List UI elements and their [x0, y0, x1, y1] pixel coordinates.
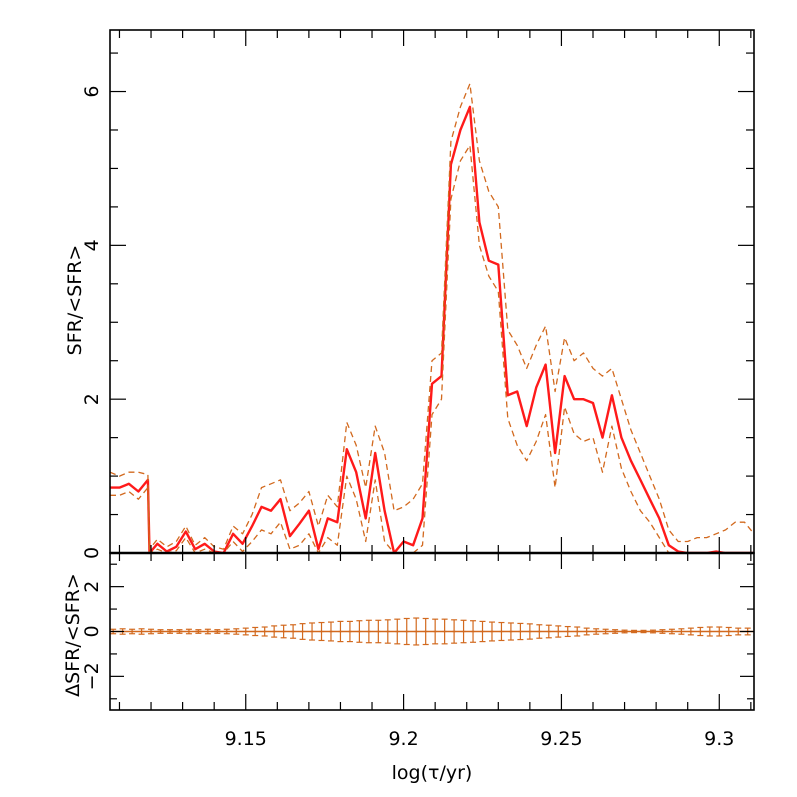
residual-error-bar: [176, 629, 183, 634]
residual-error-bar: [716, 626, 723, 637]
residual-error-bar: [214, 629, 221, 634]
y-axis-title-main: SFR/<SFR>: [64, 245, 86, 356]
residual-error-bar: [384, 619, 391, 644]
y-tick-label-main: 0: [81, 547, 103, 559]
residual-error-bar: [545, 624, 552, 639]
residual-error-bar: [318, 621, 325, 642]
residual-error-bar: [479, 620, 486, 643]
residual-error-bar: [204, 628, 211, 635]
residual-error-bar: [612, 629, 619, 634]
residual-error-bar: [451, 619, 458, 644]
residual-panel: [110, 617, 754, 646]
residual-error-bar: [470, 620, 477, 643]
residual-error-bar: [422, 617, 429, 646]
series-upper-line: [110, 83, 754, 550]
residual-error-bar: [299, 623, 306, 640]
y-tick-label-main: 4: [81, 239, 103, 251]
residual-error-bar: [394, 618, 401, 645]
series-best-line: [110, 105, 754, 553]
residual-error-bar: [166, 629, 173, 634]
residual-error-bar: [697, 626, 704, 637]
y-tick-label-residual: 2: [81, 581, 103, 593]
residual-error-bar: [261, 626, 268, 637]
x-tick-label: 9.2: [388, 728, 418, 750]
axes-frames: 0 2 4 6 −2 0 2 9.15 9.2 9.25 9.3: [81, 29, 755, 750]
residual-error-bar: [375, 619, 382, 644]
residual-error-bar: [517, 622, 524, 641]
residual-error-bar: [129, 628, 136, 635]
residual-error-bar: [356, 620, 363, 643]
residual-error-bar: [640, 629, 647, 634]
residual-error-bar: [659, 629, 666, 634]
residual-error-bar: [668, 628, 675, 635]
x-axis-title: log(τ/yr): [392, 762, 473, 784]
residual-error-bar: [583, 627, 590, 636]
residual-error-bar: [564, 625, 571, 638]
y-tick-label-residual: 0: [81, 625, 103, 637]
residual-error-bar: [574, 626, 581, 637]
x-tick-label: 9.3: [704, 728, 734, 750]
residual-error-bar: [252, 626, 259, 637]
residual-error-bar: [271, 625, 278, 638]
residual-error-bar: [678, 628, 685, 635]
residual-error-bar: [138, 628, 145, 635]
residual-error-bar: [460, 619, 467, 644]
main-panel: [110, 83, 754, 553]
residual-error-bar: [602, 628, 609, 635]
residual-error-bar: [526, 623, 533, 640]
residual-error-bar: [621, 629, 628, 634]
residual-error-bar: [223, 628, 230, 635]
residual-error-bar: [735, 627, 742, 636]
y-tick-label-residual: −2: [81, 662, 103, 690]
residual-error-bar: [498, 621, 505, 642]
residual-error-bar: [687, 627, 694, 636]
y-axis-title-residual: ΔSFR/<SFR>: [62, 573, 84, 697]
main-frame: [109, 29, 755, 554]
residual-error-bar: [507, 622, 514, 641]
residual-error-bar: [185, 628, 192, 635]
series-lower-line: [110, 144, 754, 553]
residual-error-bar: [432, 618, 439, 645]
residual-error-bar: [280, 624, 287, 639]
residual-error-bar: [148, 628, 155, 635]
residual-error-bar: [327, 621, 334, 642]
residual-error-bar: [242, 627, 249, 636]
residual-error-bar: [346, 620, 353, 643]
residual-error-bar: [555, 625, 562, 638]
residual-error-bar: [233, 628, 240, 635]
y-tick-label-main: 2: [81, 393, 103, 405]
residual-error-bar: [706, 626, 713, 637]
residual-error-bar: [403, 617, 410, 646]
axis-labels: SFR/<SFR> ΔSFR/<SFR> log(τ/yr): [62, 245, 472, 784]
residual-error-bar: [631, 629, 638, 634]
residual-error-bar: [337, 620, 344, 643]
residual-error-bar: [157, 629, 164, 634]
residual-error-bar: [593, 628, 600, 635]
residual-error-bar: [290, 624, 297, 639]
x-tick-label: 9.25: [540, 728, 582, 750]
residual-error-bar: [725, 626, 732, 637]
residual-error-bar: [413, 617, 420, 646]
residual-error-bar: [536, 624, 543, 639]
residual-error-bar: [309, 622, 316, 641]
residual-error-bar: [195, 629, 202, 634]
residual-error-bar: [488, 621, 495, 642]
residual-error-bar: [649, 629, 656, 634]
residual-error-bar: [441, 618, 448, 645]
x-tick-label: 9.15: [225, 728, 267, 750]
residual-error-bar: [365, 619, 372, 644]
y-tick-label-main: 6: [81, 85, 103, 97]
